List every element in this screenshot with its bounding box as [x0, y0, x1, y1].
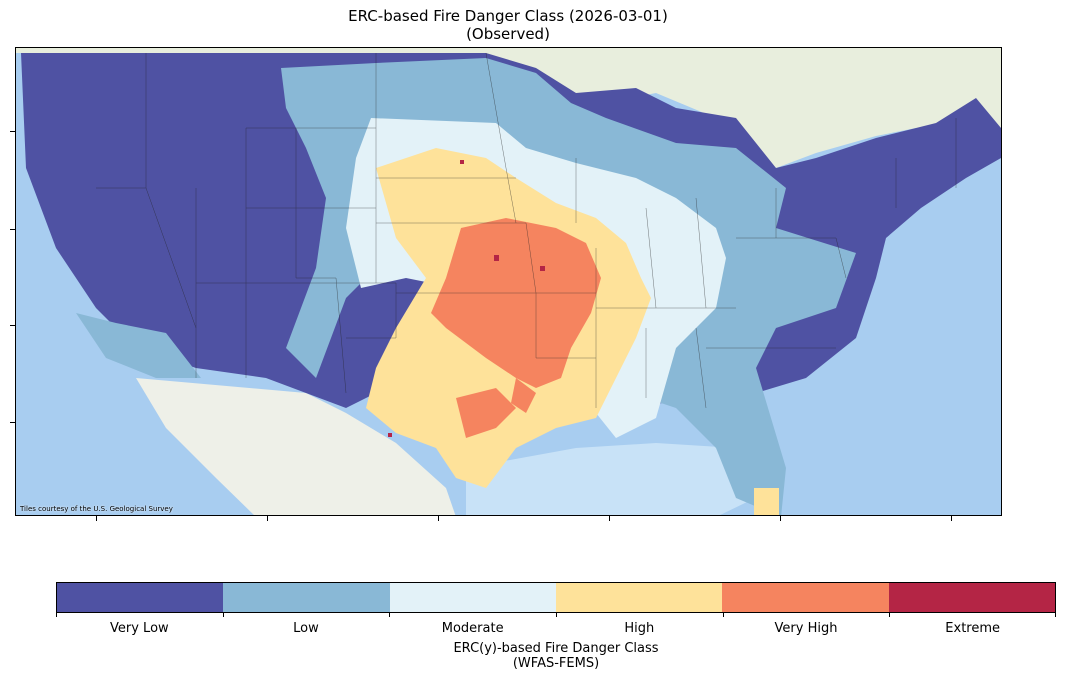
x-axis-tick: [951, 516, 952, 521]
colorbar-title: ERC(y)-based Fire Danger Class: [453, 641, 659, 656]
colorbar-segment-extreme: [888, 583, 1055, 612]
colorbar-subtitle: (WFAS-FEMS): [512, 656, 600, 671]
y-axis-tick: [10, 422, 15, 423]
colorbar-label: Moderate: [441, 621, 504, 636]
map-panel[interactable]: Tiles courtesy of the U.S. Geological Su…: [15, 47, 1002, 516]
colorbar-label: Very Low: [110, 621, 169, 636]
colorbar-label: Very High: [774, 621, 838, 636]
colorbar-segment-moderate: [389, 583, 556, 612]
fire-danger-map: [16, 48, 1001, 515]
zone-very-high-texas: [456, 388, 516, 438]
x-axis-tick: [267, 516, 268, 521]
extreme-cell: [388, 433, 392, 437]
colorbar-segment-very-high: [722, 583, 889, 612]
colorbar-label: Low: [293, 621, 319, 636]
colorbar-tick: [56, 613, 57, 617]
mexico-land: [136, 378, 456, 515]
colorbar-segment-very-low: [57, 583, 224, 612]
x-axis-tick: [438, 516, 439, 521]
colorbar-segment-high: [555, 583, 723, 612]
state-borders: [96, 52, 957, 409]
colorbar-tick: [1055, 613, 1056, 617]
florida-high: [754, 488, 779, 515]
colorbar-label: High: [624, 621, 655, 636]
extreme-cell: [460, 160, 464, 164]
y-axis-tick: [10, 229, 15, 230]
zone-very-high: [431, 218, 601, 388]
colorbar: [56, 582, 1056, 613]
colorbar-label: Extreme: [945, 621, 1001, 636]
map-subtitle: (Observed): [466, 25, 550, 43]
zone-very-high-south: [511, 378, 536, 413]
map-title: ERC-based Fire Danger Class (2026-03-01): [348, 7, 668, 25]
colorbar-segment-low: [223, 583, 390, 612]
colorbar-tick: [556, 613, 557, 617]
x-axis-tick: [96, 516, 97, 521]
zone-low-california: [76, 313, 201, 378]
colorbar-tick: [222, 613, 224, 617]
gulf-water: [466, 443, 776, 515]
colorbar-tick: [722, 613, 724, 617]
x-axis-tick: [780, 516, 781, 521]
x-axis-tick: [609, 516, 610, 521]
y-axis-tick: [10, 131, 15, 132]
y-axis-tick: [10, 325, 15, 326]
extreme-cell: [494, 255, 499, 261]
map-attribution: Tiles courtesy of the U.S. Geological Su…: [20, 505, 173, 513]
extreme-cell: [540, 266, 545, 271]
canada-land: [16, 48, 1001, 168]
colorbar-tick: [389, 613, 391, 617]
colorbar-tick: [889, 613, 891, 617]
